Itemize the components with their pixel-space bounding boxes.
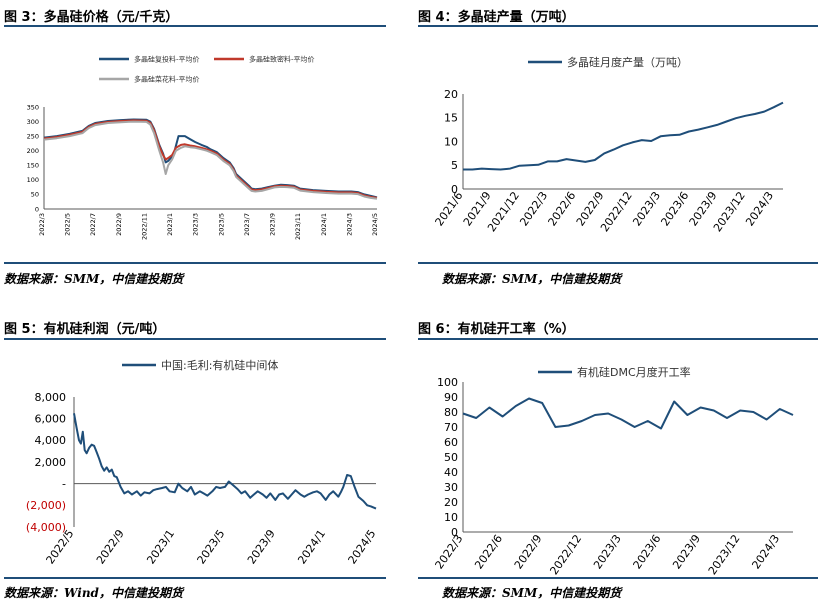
chart-3-title: 图 5：有机硅利润（元/吨） [4, 322, 166, 337]
y-tick-label: 5 [451, 159, 458, 172]
chart-2-title: 图 4：多晶硅产量（万吨） [418, 10, 575, 25]
x-tick-label: 2022/3 [38, 213, 46, 236]
x-tick-label: 2023/5 [217, 213, 225, 236]
chart-3-bottom-rule [4, 577, 386, 579]
y-tick-label: 0 [35, 205, 39, 213]
x-tick-label: 2023/6 [658, 189, 691, 228]
x-tick-label: 2023/9 [245, 527, 278, 566]
y-tick-label: 350 [27, 103, 39, 111]
series-line [43, 120, 378, 200]
x-tick-label: 2022/3 [517, 189, 550, 228]
silicone-operating-rate-chart: 0 10 20 30 40 50 60 70 80 90 100 2022/3 2022/6 2022/9… [433, 365, 794, 577]
x-tick-label: 2024/3 [345, 213, 353, 236]
y-tick-label: 10 [444, 511, 458, 524]
x-tick-label: 2022/6 [472, 532, 505, 571]
legend-label: 中国:毛利:有机硅中间体 [161, 358, 278, 372]
y-tick-label: 0 [451, 526, 458, 539]
x-tick-label: 2022/6 [546, 189, 579, 228]
x-tick-label: 2023/12 [706, 532, 743, 577]
x-tick-label: 2023/6 [631, 532, 664, 571]
y-tick-label: 8,000 [35, 391, 67, 404]
x-tick-label: 2023/1 [144, 527, 177, 566]
x-tick-label: 2023/3 [630, 189, 663, 228]
x-tick-label: 2022/9 [512, 532, 545, 571]
x-tick-label: 2021/6 [433, 189, 466, 228]
y-tick-label: 70 [444, 421, 458, 434]
x-tick-label: 2023/1 [166, 213, 174, 236]
x-tick-label: 2023/11 [294, 213, 302, 240]
chart-1-bottom-rule [4, 262, 386, 264]
legend-label: 多晶硅月度产量（万吨） [567, 55, 688, 69]
y-tick-label: 80 [444, 406, 458, 419]
x-tick-label: 2023/9 [269, 213, 277, 236]
y-tick-label: 50 [31, 191, 39, 199]
x-tick-label: 2022/7 [89, 213, 97, 236]
x-tick-label: 2024/1 [320, 213, 328, 236]
x-tick-label: 2024/3 [743, 189, 776, 228]
x-tick-label: 2022/9 [94, 527, 127, 566]
y-tick-label: 90 [444, 391, 458, 404]
y-tick-label: 6,000 [35, 413, 67, 426]
chart-2-top-rule [418, 25, 818, 27]
x-tick-label: 2022/5 [64, 213, 72, 236]
x-tick-label: 2024/5 [371, 213, 379, 236]
series-line [43, 119, 378, 199]
series-line [462, 397, 794, 430]
y-tick-label: 50 [444, 451, 458, 464]
y-tick-label: 40 [444, 466, 458, 479]
chart-1-source: 数据来源：SMM，中信建投期货 [4, 272, 184, 286]
chart-3-source: 数据来源：Wind，中信建投期货 [4, 586, 183, 600]
polysilicon-price-chart: 0 50 100 150 200 250 300 350 2022/3 2022/5 2022/7 2… [27, 55, 379, 240]
series-line [463, 101, 784, 171]
x-tick-label: 2022/9 [115, 213, 123, 236]
polysilicon-output-chart: 051015202021/62021/92021/122022/32022/62… [433, 55, 784, 234]
x-tick-label: 2023/7 [243, 213, 251, 236]
y-tick-label: 30 [444, 481, 458, 494]
x-tick-label: 2022/3 [433, 532, 466, 571]
y-tick-label: (2,000) [26, 499, 66, 512]
y-tick-label: 2,000 [35, 456, 67, 469]
chart-4-bottom-rule [418, 577, 818, 579]
y-tick-label: 20 [444, 496, 458, 509]
y-tick-label: 300 [27, 118, 39, 126]
chart-2-bottom-rule [418, 262, 818, 264]
x-tick-label: 2022/11 [140, 213, 148, 240]
y-tick-label: 20 [444, 88, 458, 101]
x-tick-label: 2023/5 [195, 527, 228, 566]
chart-3-top-rule [4, 338, 386, 340]
chart-1-top-rule [4, 25, 386, 27]
y-tick-label: 0 [451, 183, 458, 196]
chart-4-top-rule [418, 338, 818, 340]
legend-label: 有机硅DMC月度开工率 [577, 365, 691, 379]
x-tick-label: 2023/9 [670, 532, 703, 571]
y-tick-label: - [62, 478, 66, 491]
y-tick-label: 10 [444, 135, 458, 148]
y-tick-label: 250 [27, 132, 39, 140]
chart-1-title: 图 3：多晶硅价格（元/千克） [4, 10, 179, 25]
y-tick-label: 200 [27, 147, 39, 155]
y-tick-label: 150 [27, 162, 39, 170]
legend-label: 多晶硅复投料-平均价 [134, 55, 200, 64]
x-tick-label: 2024/3 [749, 532, 782, 571]
legend-label: 多晶硅致密料-平均价 [249, 55, 315, 64]
x-tick-label: 2024/1 [295, 527, 328, 566]
y-tick-label: 100 [27, 176, 39, 184]
series-line [73, 413, 377, 510]
series-line [43, 118, 378, 199]
y-tick-label: (4,000) [26, 521, 66, 534]
x-tick-label: 2022/12 [547, 532, 584, 577]
chart-4-title: 图 6：有机硅开工率（%） [418, 322, 575, 337]
legend-label: 多晶硅菜花料-平均价 [134, 75, 200, 84]
y-tick-label: 15 [444, 112, 458, 125]
x-tick-label: 2023/3 [192, 213, 200, 236]
x-tick-label: 2024/5 [346, 527, 379, 566]
silicone-profit-chart: (4,000) (2,000) - 2,000 4,000 6,000 8,000 2022/… [26, 358, 379, 566]
x-tick-label: 2023/3 [591, 532, 624, 571]
y-tick-label: 4,000 [35, 434, 67, 447]
chart-2-source: 数据来源：SMM，中信建投期货 [442, 272, 622, 286]
y-tick-label: 100 [437, 376, 458, 389]
chart-4-source: 数据来源：SMM，中信建投期货 [442, 586, 622, 600]
y-tick-label: 60 [444, 436, 458, 449]
